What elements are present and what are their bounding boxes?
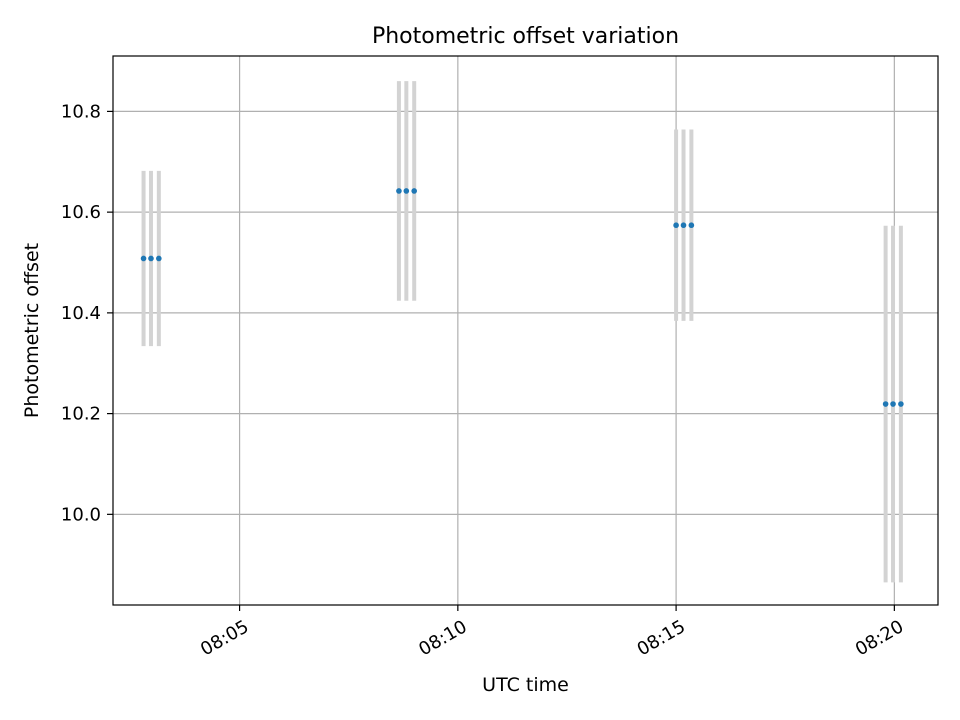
x-tick-label: 08:20 <box>852 616 907 660</box>
x-tick-label: 08:05 <box>197 616 252 660</box>
data-point <box>140 255 147 262</box>
data-point <box>890 401 896 407</box>
data-point <box>411 188 417 194</box>
axis-ticks: 08:05 08:10 08:15 08:20 10.0 10.2 10.4 10.6 10.8 <box>61 101 907 660</box>
error-bars <box>141 81 903 583</box>
x-tick-label: 08:10 <box>415 616 470 660</box>
y-axis-label: Photometric offset <box>21 243 43 418</box>
data-point <box>156 255 162 262</box>
data-point <box>882 401 889 407</box>
data-point <box>396 188 402 194</box>
grid <box>113 56 938 605</box>
y-tick-label: 10.2 <box>61 404 101 425</box>
x-axis-label: UTC time <box>482 674 569 696</box>
data-point <box>403 188 410 194</box>
data-point <box>680 222 687 229</box>
data-points <box>140 188 904 407</box>
y-tick-label: 10.6 <box>61 202 101 223</box>
data-point <box>688 222 695 229</box>
y-tick-label: 10.0 <box>61 504 101 525</box>
data-point <box>898 401 904 407</box>
chart-title: Photometric offset variation <box>372 24 679 49</box>
data-point <box>673 222 679 229</box>
x-tick-label: 08:15 <box>634 616 689 660</box>
plot-frame <box>112 55 939 606</box>
data-point <box>148 255 154 262</box>
y-tick-label: 10.4 <box>61 303 101 324</box>
y-tick-label: 10.8 <box>61 101 101 122</box>
